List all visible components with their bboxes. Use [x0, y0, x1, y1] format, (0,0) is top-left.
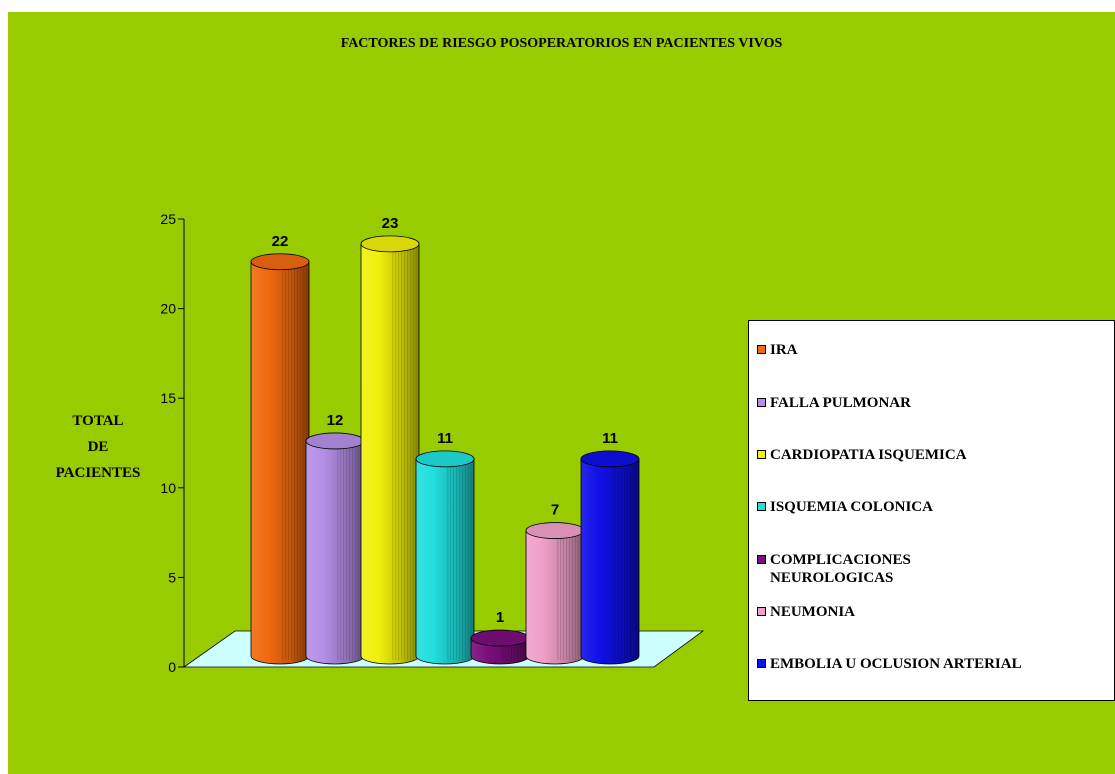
legend-label: EMBOLIA U OCLUSION ARTERIAL: [770, 656, 1022, 672]
legend-label: CARDIOPATIA ISQUEMICA: [770, 447, 967, 463]
legend-swatch: [757, 555, 766, 564]
bar-ribbing: [392, 243, 417, 660]
chart-title: FACTORES DE RIESGO POSOPERATORIOS EN PAC…: [340, 36, 783, 51]
bar-top-3: [360, 235, 420, 253]
bar-top-1: [250, 253, 310, 271]
legend-label: NEUMONIA: [770, 604, 855, 620]
legend-swatch: [757, 398, 766, 407]
data-label: 1: [496, 609, 504, 626]
data-label: 11: [437, 430, 453, 447]
legend-swatch: [757, 450, 766, 459]
legend-swatch: [757, 345, 766, 354]
y-tick-label: 10: [160, 480, 176, 496]
legend-label: COMPLICACIONES NEUROLOGICAS: [770, 552, 911, 586]
bar-top-7: [580, 450, 640, 468]
chart-frame: FACTORES DE RIESGO POSOPERATORIOS EN PAC…: [8, 12, 1115, 774]
legend-swatch: [757, 659, 766, 668]
data-label: 23: [382, 215, 399, 232]
y-tick-label: 15: [160, 390, 176, 406]
y-axis-label-line: DE: [87, 439, 109, 455]
data-label: 12: [327, 412, 344, 429]
y-axis-label-line: TOTAL: [72, 413, 124, 429]
y-tick-label: 20: [160, 301, 176, 317]
bar-top-6: [525, 522, 585, 539]
y-axis-label-line: PACIENTES: [55, 465, 141, 481]
bar-ribbing: [447, 458, 472, 660]
bar-top-5: [470, 629, 530, 647]
y-tick-label: 5: [168, 569, 176, 585]
bar-ribbing: [557, 530, 582, 660]
legend-swatch: [757, 502, 766, 511]
bar-ribbing: [612, 458, 637, 660]
legend-label: IRA: [770, 342, 798, 358]
legend: IRA FALLA PULMONAR CARDIOPATIA ISQUEMICA IS…: [748, 320, 1115, 701]
bar-top-4: [415, 450, 475, 468]
bar-top-2: [305, 432, 365, 450]
legend-label: FALLA PULMONAR: [770, 395, 911, 411]
data-label: 11: [602, 430, 618, 447]
y-tick-label: 25: [160, 211, 176, 227]
legend-label: ISQUEMIA COLONICA: [770, 499, 933, 515]
data-label: 7: [551, 502, 559, 519]
y-tick-label: 0: [168, 659, 176, 675]
data-label: 22: [272, 233, 289, 250]
y-axis-label: TOTAL DE PACIENTES: [38, 408, 158, 486]
bar-ribbing: [282, 261, 307, 660]
legend-swatch: [757, 607, 766, 616]
